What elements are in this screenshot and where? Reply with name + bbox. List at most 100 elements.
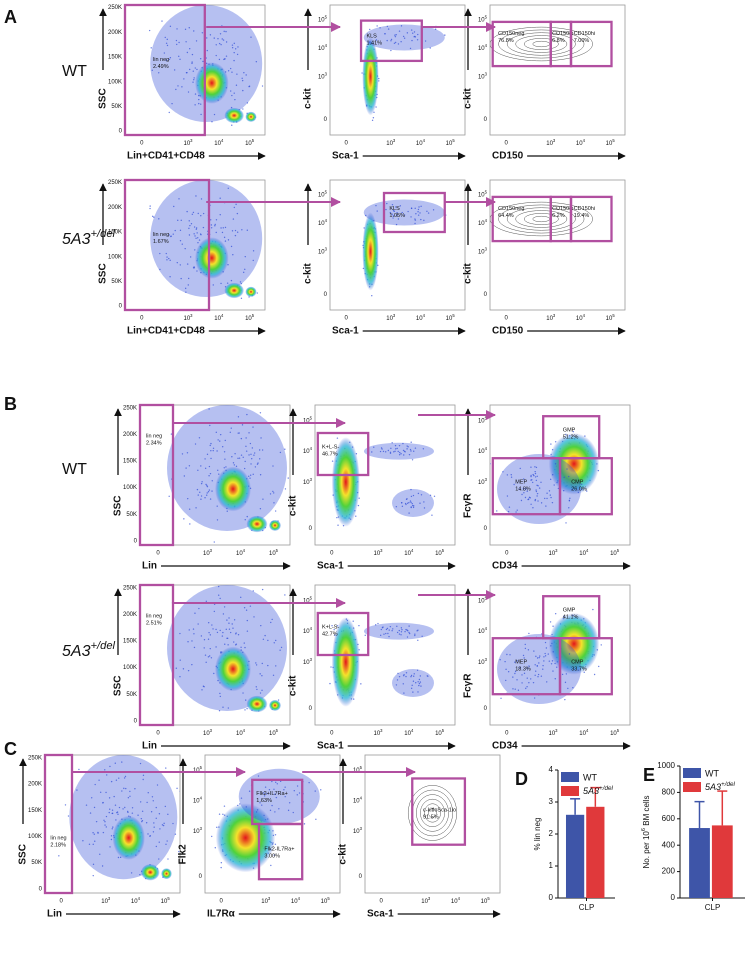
event-dot: [242, 456, 244, 458]
event-dot: [298, 792, 301, 794]
event-dot: [158, 813, 161, 815]
event-dot: [397, 43, 400, 45]
events: [58, 755, 180, 881]
event-dot: [380, 628, 383, 631]
events: [149, 180, 263, 304]
event-dot: [537, 500, 539, 502]
x-tick-label-sup: 3: [210, 548, 213, 553]
event-dot: [195, 40, 198, 42]
y-tick-label-base: 10: [478, 220, 485, 226]
y-tick-label-sup: 5: [325, 189, 328, 194]
event-dot: [550, 443, 552, 445]
event-dot: [261, 449, 264, 451]
event-dot: [124, 806, 126, 809]
y-tick-label: 0: [484, 706, 488, 712]
event-dot: [248, 85, 251, 87]
event-dot: [514, 661, 516, 663]
event-dot: [224, 226, 227, 229]
events: [167, 585, 287, 713]
event-dot: [216, 505, 218, 507]
event-dot: [240, 454, 243, 456]
event-dot: [234, 234, 237, 237]
event-dot: [214, 847, 216, 849]
plot-frame: [329, 4, 466, 136]
gate: [43, 753, 74, 895]
event-dot: [533, 474, 535, 477]
x-tick-label-sup: 4: [221, 313, 224, 318]
event-dot: [140, 817, 143, 820]
x-tick-label: 0: [220, 899, 224, 905]
y-tick-label-sup: 4: [485, 626, 488, 631]
y-tick-label-base: 10: [353, 768, 360, 774]
y-tick-label: 200: [662, 867, 676, 876]
event-dot: [567, 687, 569, 690]
legend-swatch: [683, 782, 701, 792]
event-dot: [402, 35, 405, 38]
x-tick-label-sup: 3: [555, 548, 558, 553]
event-dot: [258, 449, 261, 451]
event-dot: [181, 86, 183, 88]
event-dot: [249, 605, 252, 607]
gate-percent: 2.49%: [153, 64, 169, 70]
event-dot: [149, 207, 151, 210]
event-dot: [510, 476, 513, 478]
event-dot: [320, 789, 322, 791]
x-tick-label-base: 10: [269, 731, 276, 737]
event-dot: [256, 292, 258, 294]
event-dot: [176, 261, 178, 264]
event-dot: [169, 259, 171, 262]
event-dot: [540, 481, 542, 484]
x-tick-label-base: 10: [183, 316, 190, 322]
event-dot: [284, 488, 287, 490]
event-dot: [217, 469, 219, 471]
event-dot: [173, 69, 176, 71]
event-dot: [517, 689, 520, 691]
x-tick-label-sup: 5: [442, 548, 445, 553]
event-dot: [519, 467, 521, 470]
event-dot: [170, 433, 173, 435]
x-tick-label: 0: [156, 731, 160, 737]
row-label-base: 5A3: [62, 231, 91, 248]
x-tick-label: 0: [505, 316, 509, 322]
event-dot: [82, 840, 84, 842]
event-dot: [162, 824, 165, 827]
event-dot: [543, 656, 545, 658]
event-dot: [562, 489, 565, 492]
event-dot: [406, 498, 408, 500]
event-dot: [383, 633, 385, 635]
x-tick-label-sup: 4: [423, 138, 426, 143]
event-dot: [205, 600, 208, 602]
event-dot: [412, 691, 414, 693]
event-dot: [141, 820, 143, 823]
density-core: [195, 62, 229, 104]
gate-name: MEP: [515, 479, 527, 485]
event-dot: [233, 92, 235, 94]
event-dot: [102, 802, 104, 804]
event-dot: [386, 25, 389, 28]
x-tick-label-sup: 4: [586, 728, 589, 733]
x-tick-label-base: 10: [386, 316, 393, 322]
x-tick-label: 103: [373, 548, 383, 557]
contour: [498, 29, 585, 59]
event-dot: [532, 681, 535, 684]
event-dot: [185, 41, 187, 43]
event-dot: [535, 466, 538, 469]
event-dot: [146, 801, 148, 804]
event-dot: [130, 872, 133, 874]
event-dot: [374, 624, 377, 626]
event-dot: [106, 774, 108, 776]
y-tick-label-sup: 3: [310, 657, 313, 662]
event-dot: [274, 510, 277, 512]
y-axis-label: FcγR: [463, 673, 474, 698]
y-tick-label: 800: [662, 788, 676, 797]
legend-label-sup: +/del: [599, 785, 613, 792]
contour: [506, 32, 576, 56]
gate-name: lin neg: [50, 835, 66, 841]
x-tick-label: CLP: [705, 903, 721, 912]
event-dot: [297, 468, 298, 469]
plot-frame: [489, 179, 626, 311]
event-dot: [546, 492, 548, 494]
event-dot: [240, 282, 243, 285]
